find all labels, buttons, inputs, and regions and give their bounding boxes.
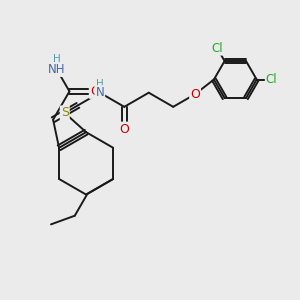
Text: H: H xyxy=(96,79,104,89)
Text: Cl: Cl xyxy=(266,73,278,86)
Text: O: O xyxy=(119,123,129,136)
Text: NH: NH xyxy=(48,63,66,76)
Text: N: N xyxy=(95,86,104,99)
Text: O: O xyxy=(190,88,200,101)
Text: H: H xyxy=(53,54,61,64)
Text: Cl: Cl xyxy=(212,42,223,55)
Text: S: S xyxy=(61,106,69,119)
Text: O: O xyxy=(90,85,100,98)
